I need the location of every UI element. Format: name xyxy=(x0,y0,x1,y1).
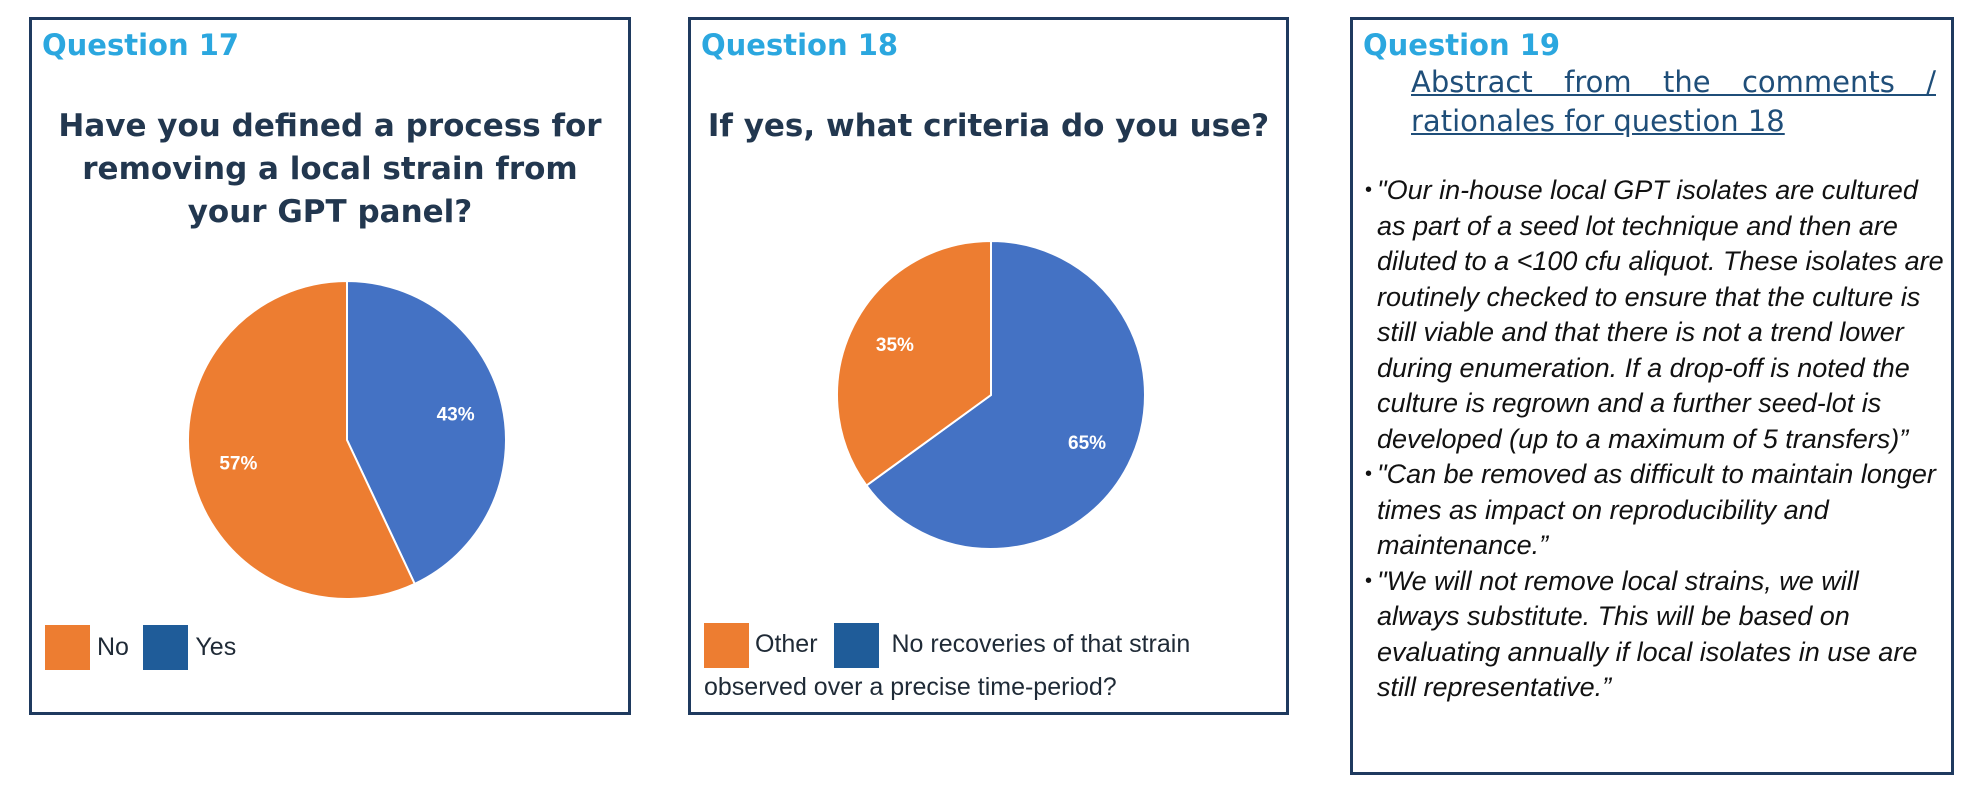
legend-swatch-other xyxy=(704,623,749,668)
comment-item: "We will not remove local strains, we wi… xyxy=(1365,564,1947,706)
question-19-panel: Question 19 Abstract from the comments /… xyxy=(1350,17,1954,775)
legend-label-no-recoveries: No recoveries of that strain observed ov… xyxy=(704,630,1191,701)
pie-data-label: 57% xyxy=(219,453,257,474)
comment-item: "Can be removed as difficult to maintain… xyxy=(1365,457,1947,564)
chart-legend: Other No recoveries of that strain obser… xyxy=(704,623,1264,706)
pie-data-label: 43% xyxy=(437,405,475,426)
legend-label-other: Other xyxy=(755,630,818,659)
comment-list: "Our in-house local GPT isolates are cul… xyxy=(1365,173,1947,706)
question-18-panel: Question 18 If yes, what criteria do you… xyxy=(688,17,1289,715)
legend-item-no: No xyxy=(45,625,129,670)
pie-slice-no xyxy=(187,279,417,600)
legend-label-no: No xyxy=(97,633,129,661)
question-label: Question 19 xyxy=(1363,28,1561,62)
question-label: Question 18 xyxy=(701,28,899,62)
question-17-panel: Question 17 Have you defined a process f… xyxy=(29,17,631,715)
legend-swatch-no-recoveries xyxy=(834,623,880,668)
legend-swatch-no xyxy=(45,625,90,670)
pie-chart-q17: 43% 57% xyxy=(187,279,507,600)
pie-slice-other xyxy=(836,239,992,487)
pie-data-label: 65% xyxy=(1068,433,1106,454)
pie-slice-no xyxy=(865,239,1146,550)
legend-label-yes: Yes xyxy=(195,633,237,661)
pie-data-label: 35% xyxy=(876,335,914,356)
chart-title: If yes, what criteria do you use? xyxy=(707,108,1270,144)
pie-slice-yes xyxy=(346,279,507,586)
legend-swatch-yes xyxy=(143,625,189,670)
abstract-heading: Abstract from the comments / rationales … xyxy=(1411,65,1936,138)
legend-item-yes: Yes xyxy=(143,625,236,670)
chart-title: Have you defined a process for removing … xyxy=(58,108,602,230)
question-label: Question 17 xyxy=(42,28,240,62)
comment-item: "Our in-house local GPT isolates are cul… xyxy=(1365,173,1947,457)
chart-legend: No Yes xyxy=(45,625,246,675)
pie-chart-q18: 65% 35% xyxy=(836,239,1146,550)
